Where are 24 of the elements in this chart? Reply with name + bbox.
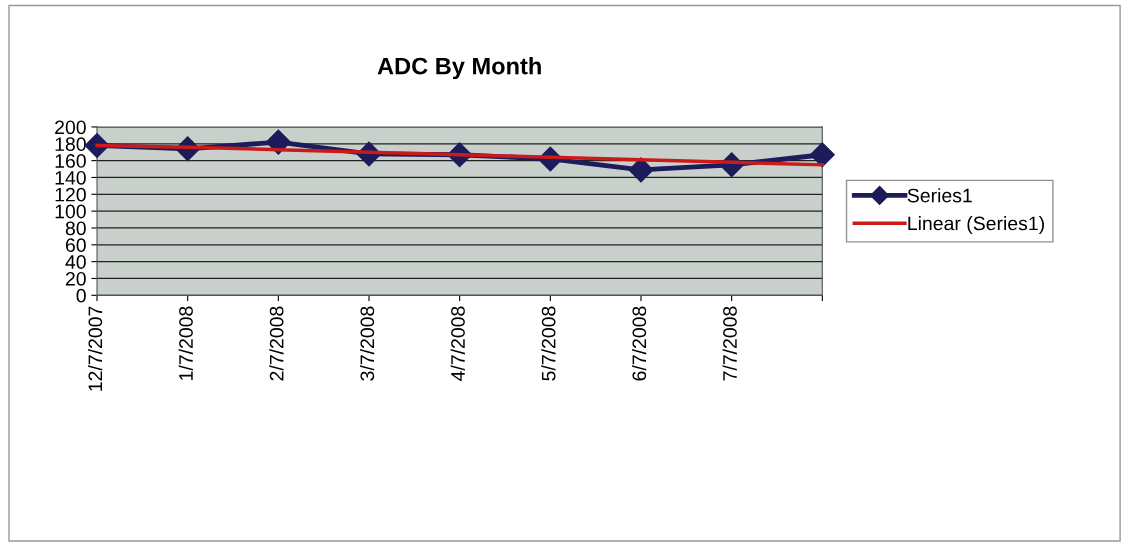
x-tick-label: 1/7/2008 xyxy=(178,306,193,380)
y-tick-label: 100 xyxy=(55,204,86,219)
chart-title: ADC By Month xyxy=(377,57,541,80)
x-tick-label: 5/7/2008 xyxy=(541,306,556,381)
y-tick-label: 120 xyxy=(55,187,86,202)
y-tick-label: 160 xyxy=(55,154,86,168)
y-tick-label: 180 xyxy=(55,137,86,152)
point xyxy=(265,129,291,155)
x-tick-label: 4/7/2008 xyxy=(450,306,465,381)
y-tick-label: 60 xyxy=(65,238,86,253)
y-tick-label: 80 xyxy=(65,221,86,236)
x-tick-label: 12/7/2007 xyxy=(87,306,103,391)
y-tick-label: 0 xyxy=(76,288,86,303)
y-tick-label: 20 xyxy=(65,271,86,286)
y-tick-label: 140 xyxy=(55,170,86,185)
x-tick-label: 7/7/2008 xyxy=(722,306,737,381)
y-tick-label: 40 xyxy=(65,255,86,269)
x-tick-label: 3/7/2008 xyxy=(359,306,375,381)
point xyxy=(809,142,835,168)
x-tick-label: 6/7/2008 xyxy=(631,306,647,381)
legend-label: Series1 xyxy=(907,188,972,203)
legend-label: Linear (Series1) xyxy=(908,216,1044,235)
x-tick-label: 2/7/2008 xyxy=(269,306,284,381)
y-tick-label: 200 xyxy=(55,120,86,135)
